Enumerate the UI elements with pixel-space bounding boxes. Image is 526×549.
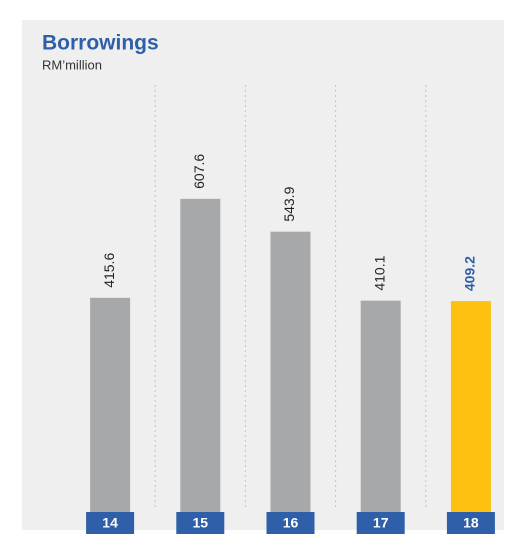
value-label: 409.2 (462, 256, 478, 291)
category-box (266, 512, 315, 534)
x-tick-label: 16 (283, 515, 299, 531)
bar (450, 301, 491, 512)
x-tick-label: 14 (102, 515, 118, 531)
chart-title: Borrowings (42, 32, 159, 55)
category-box (86, 512, 135, 534)
category-box (356, 512, 405, 534)
value-label: 415.6 (101, 253, 117, 288)
chart-subtitle: RM’million (42, 57, 102, 72)
bar (90, 297, 131, 512)
category-box (176, 512, 225, 534)
category-box (446, 512, 495, 534)
value-label: 543.9 (281, 186, 297, 221)
value-label: 607.6 (191, 154, 207, 189)
x-tick-label: 17 (373, 515, 389, 531)
x-tick-label: 18 (463, 515, 479, 531)
bar (360, 300, 401, 512)
bar (180, 198, 221, 513)
bar (270, 231, 311, 512)
value-label: 410.1 (371, 255, 387, 290)
x-tick-label: 15 (193, 515, 209, 531)
